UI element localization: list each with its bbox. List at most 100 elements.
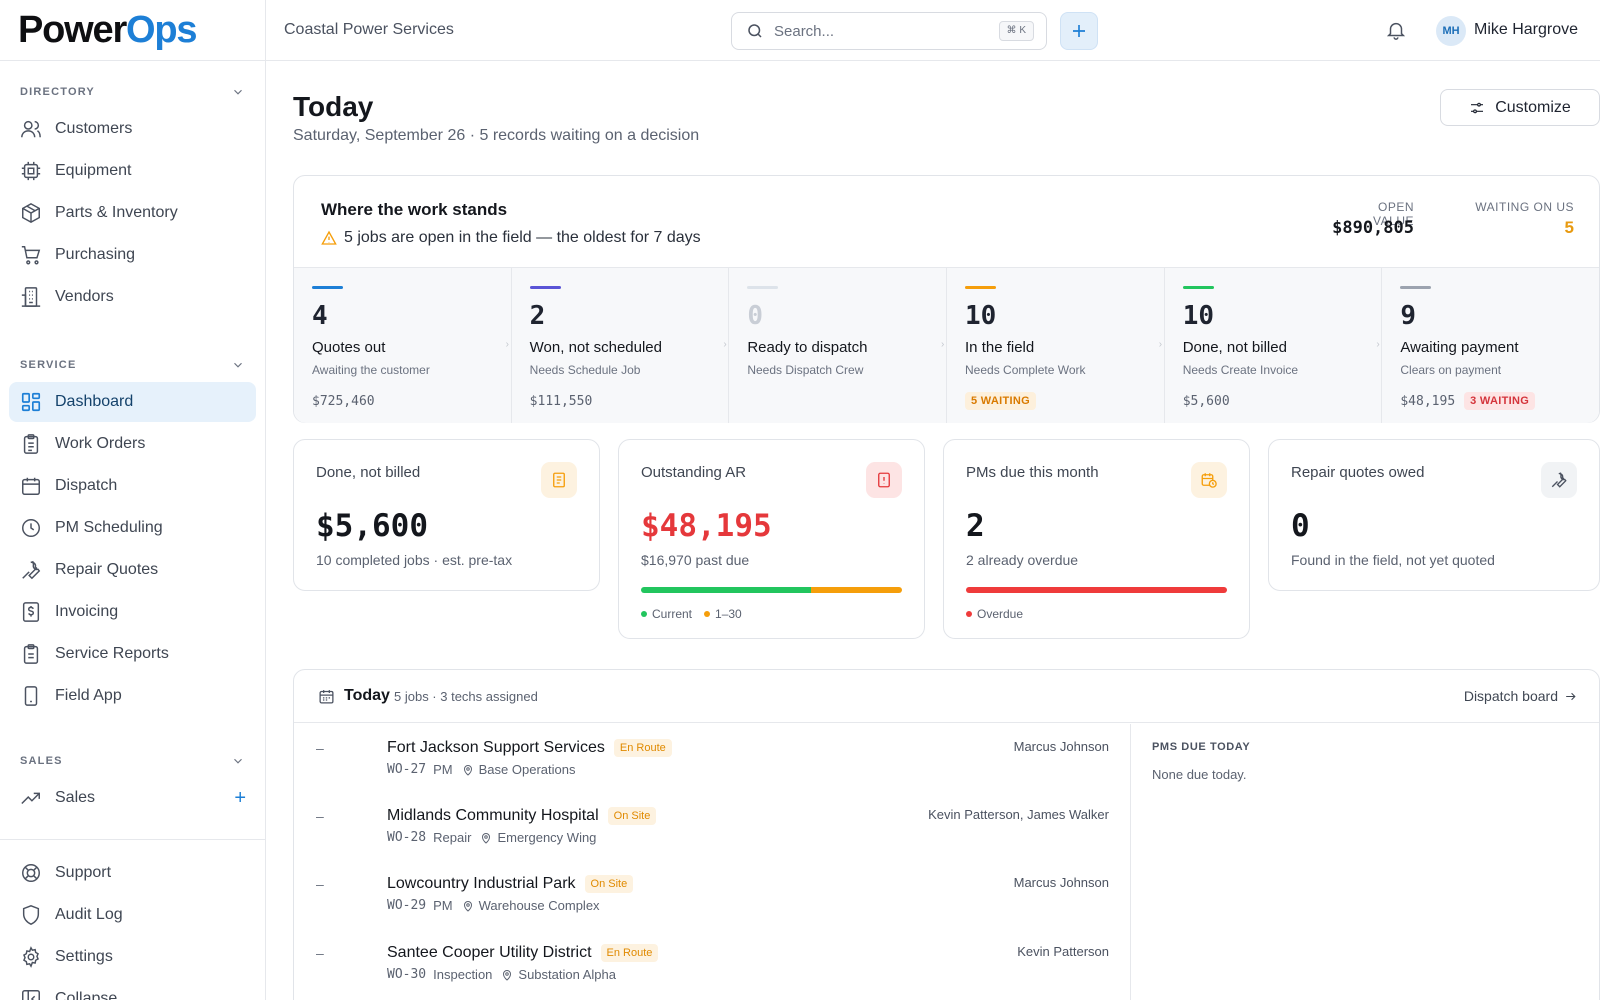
stage-done-not-billed[interactable]: 10 Done, not billed Needs Create Invoice… <box>1165 268 1383 423</box>
waiting-on-us-value: 5 <box>1564 218 1574 237</box>
section-service-header[interactable]: SERVICE <box>0 355 265 375</box>
metric-repair-quotes-owed[interactable]: Repair quotes owed 0 Found in the field,… <box>1268 439 1600 591</box>
job-location: Substation Alpha <box>518 967 616 982</box>
metric-outstanding-ar[interactable]: Outstanding AR $48,195 $16,970 past due … <box>618 439 925 639</box>
shield-icon <box>22 905 40 925</box>
sidebar-item-repair-quotes[interactable]: Repair Quotes <box>9 550 256 590</box>
add-sales-icon[interactable]: + <box>234 786 246 809</box>
search-icon <box>748 24 762 38</box>
stage-won-not-scheduled[interactable]: 2 Won, not scheduled Needs Schedule Job … <box>512 268 730 423</box>
overdue-dot <box>966 611 972 617</box>
map-pin-icon <box>463 900 472 912</box>
job-techs: Marcus Johnson <box>1013 875 1109 890</box>
collapse-icon <box>22 990 40 1000</box>
stage-amount: $5,600 <box>1182 393 1230 409</box>
bell-icon[interactable] <box>1385 19 1407 41</box>
user-name[interactable]: Mike Hargrove <box>1474 21 1579 38</box>
job-customer: Fort Jackson Support Services <box>387 739 605 756</box>
sidebar-item-label: Customers <box>55 120 133 137</box>
stage-hint: Needs Dispatch Crew <box>747 363 864 377</box>
sidebar-item-label: Dashboard <box>55 393 134 410</box>
sidebar-item-label: Audit Log <box>55 906 123 923</box>
section-directory-header[interactable]: DIRECTORY <box>0 82 265 102</box>
job-location: Base Operations <box>478 762 576 777</box>
create-new-button[interactable] <box>1060 12 1098 50</box>
section-sales-header[interactable]: SALES <box>0 751 265 771</box>
sidebar-item-label: Purchasing <box>55 246 136 263</box>
sidebar-item-collapse[interactable]: Collapse <box>9 979 256 1000</box>
avatar[interactable]: MH <box>1436 16 1466 46</box>
job-wo: WO-28 <box>387 830 427 845</box>
stage-ready-to-dispatch[interactable]: 0 Ready to dispatch Needs Dispatch Crew … <box>729 268 948 423</box>
sidebar-item-label: Service Reports <box>55 645 169 662</box>
metric-value: 0 <box>1291 508 1310 544</box>
sidebar-item-support[interactable]: Support <box>9 853 256 893</box>
lifebuoy-icon <box>22 864 40 882</box>
sidebar-item-dispatch[interactable]: Dispatch <box>9 466 256 506</box>
job-type: Inspection <box>433 967 493 982</box>
metric-pms-due[interactable]: PMs due this month 2 2 already overdue O… <box>943 439 1250 639</box>
warning-icon <box>321 230 337 245</box>
pms-due-today-label: PMS DUE TODAY <box>1152 741 1251 753</box>
stage-awaiting-payment[interactable]: 9 Awaiting payment Clears on payment $48… <box>1382 268 1599 423</box>
sidebar-item-vendors[interactable]: Vendors <box>9 277 256 317</box>
org-name[interactable]: Coastal Power Services <box>284 21 454 38</box>
customize-button[interactable]: Customize <box>1440 89 1600 126</box>
job-row[interactable]: – Midlands Community Hospital On Site WO-… <box>294 792 1131 860</box>
sidebar-item-field-app[interactable]: Field App <box>9 676 256 716</box>
metric-done-not-billed[interactable]: Done, not billed $5,600 10 completed job… <box>293 439 600 591</box>
brand-logo[interactable]: Power Ops <box>0 0 265 61</box>
stage-in-the-field[interactable]: 10 In the field Needs Complete Work 5 WA… <box>947 268 1165 423</box>
sidebar-item-equipment[interactable]: Equipment <box>9 151 256 191</box>
chevron-down-icon <box>234 758 242 764</box>
sidebar-item-customers[interactable]: Customers <box>9 109 256 149</box>
stage-color-bar <box>1400 286 1432 289</box>
job-row[interactable]: – Santee Cooper Utility District En Route… <box>294 929 1131 997</box>
brand-part1: Power <box>18 8 127 51</box>
job-status-dash: – <box>316 740 324 756</box>
sidebar-item-sales[interactable]: Sales + <box>9 778 256 818</box>
stage-color-bar <box>529 286 561 289</box>
search-input[interactable]: Search... ⌘ K <box>731 12 1047 50</box>
building-icon <box>21 287 41 307</box>
metric-sub: 10 completed jobs · est. pre-tax <box>316 552 513 568</box>
dollar-doc-icon <box>22 602 40 622</box>
stage-hint: Awaiting the customer <box>312 363 430 377</box>
sidebar-item-audit-log[interactable]: Audit Log <box>9 895 256 935</box>
wrench-icon <box>22 560 41 580</box>
sidebar-item-dashboard[interactable]: Dashboard <box>9 382 256 422</box>
section-service-label: SERVICE <box>20 359 77 371</box>
arrow-right-icon <box>1566 692 1576 700</box>
job-status-badge: En Route <box>600 944 659 962</box>
pipeline-warning: 5 jobs are open in the field — the oldes… <box>321 229 701 247</box>
legend-1-30: 1–30 <box>715 607 742 621</box>
pipeline-stages: 4 Quotes out Awaiting the customer $725,… <box>294 267 1599 423</box>
job-status-dash: – <box>316 945 324 961</box>
sidebar-item-label: Vendors <box>55 288 114 305</box>
sidebar-item-service-reports[interactable]: Service Reports <box>9 634 256 674</box>
job-location: Emergency Wing <box>497 830 597 845</box>
metric-value: $48,195 <box>641 508 772 544</box>
sidebar-item-pm-scheduling[interactable]: PM Scheduling <box>9 508 256 548</box>
job-status-dash: – <box>316 876 324 892</box>
stage-name: Done, not billed <box>1182 339 1287 356</box>
waiting-badge: 3 WAITING <box>1464 392 1536 410</box>
sidebar-item-invoicing[interactable]: Invoicing <box>9 592 256 632</box>
sidebar-item-purchasing[interactable]: Purchasing <box>9 235 256 275</box>
box-icon <box>22 202 40 224</box>
stage-hint: Needs Complete Work <box>965 363 1086 377</box>
job-row[interactable]: – Fort Jackson Support Services En Route … <box>294 724 1131 792</box>
pipeline-warning-text: 5 jobs are open in the field — the oldes… <box>344 229 701 246</box>
job-row[interactable]: – Lowcountry Industrial Park On Site WO-2… <box>294 860 1131 928</box>
sidebar-item-work-orders[interactable]: Work Orders <box>9 424 256 464</box>
stage-hint: Needs Schedule Job <box>529 363 641 377</box>
chevron-down-icon <box>234 89 242 95</box>
job-status-badge: On Site <box>584 875 634 893</box>
map-pin-icon <box>503 969 512 981</box>
dispatch-board-link[interactable]: Dispatch board <box>1464 688 1577 704</box>
job-wo: WO-29 <box>387 898 427 913</box>
sidebar-item-parts-inventory[interactable]: Parts & Inventory <box>9 193 256 233</box>
legend-current: Current <box>652 607 693 621</box>
stage-quotes-out[interactable]: 4 Quotes out Awaiting the customer $725,… <box>294 268 512 423</box>
sidebar-item-settings[interactable]: Settings <box>9 937 256 977</box>
